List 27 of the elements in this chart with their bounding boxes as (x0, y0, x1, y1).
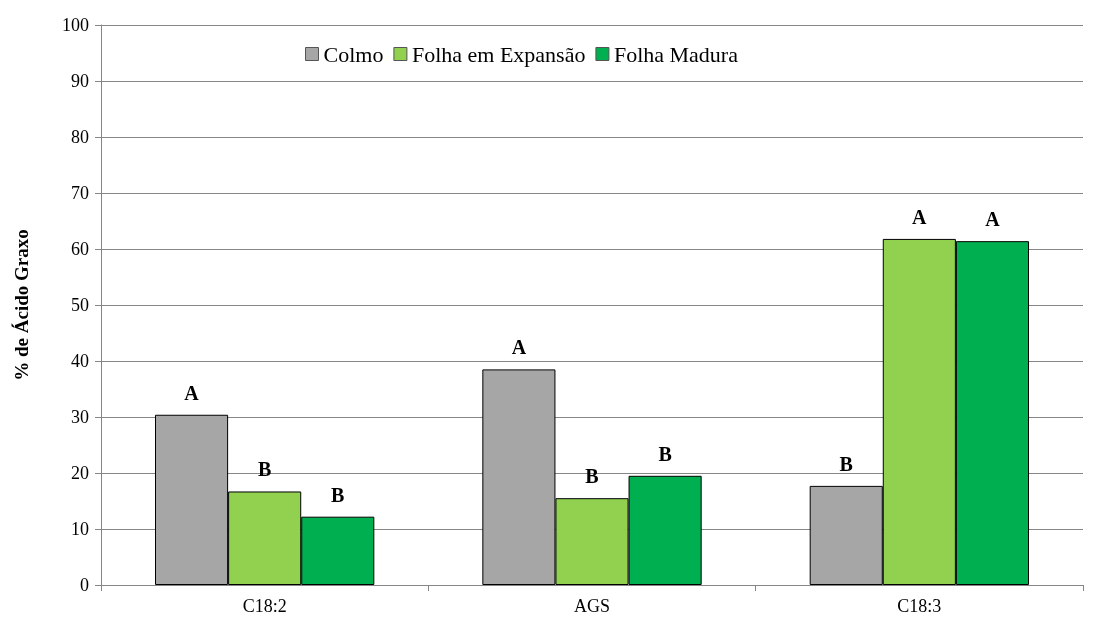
data-label: A (184, 381, 200, 404)
data-label: B (585, 465, 599, 488)
y-axis-title: % de Ácido Graxo (11, 229, 32, 381)
y-tick-label: 30 (71, 407, 89, 427)
y-tick-label: 80 (71, 127, 89, 147)
data-label: B (658, 442, 672, 465)
data-label: B (257, 458, 272, 481)
x-tick-label: C18:2 (242, 596, 287, 616)
legend-label: Colmo (323, 41, 384, 67)
data-label: B (331, 483, 345, 506)
y-tick-label: 60 (71, 239, 89, 259)
y-tick-label: 10 (71, 519, 89, 539)
y-tick-label: 70 (71, 183, 89, 203)
y-tick-label: 90 (71, 71, 89, 91)
y-tick-label: 50 (71, 295, 89, 315)
data-label: A (985, 208, 1001, 231)
y-tick-label: 20 (71, 463, 89, 483)
data-label: A (912, 205, 928, 228)
x-tick-label: AGS (573, 596, 611, 616)
data-label: A (511, 336, 527, 359)
legend-label: Folha em Expansão (411, 41, 586, 67)
x-tick-label: C18:3 (897, 596, 942, 616)
legend-label: Folha Madura (613, 41, 739, 67)
y-tick-label: 100 (62, 15, 89, 35)
y-tick-label: 0 (80, 575, 89, 595)
y-tick-label: 40 (71, 351, 89, 371)
data-label: B (839, 452, 853, 475)
